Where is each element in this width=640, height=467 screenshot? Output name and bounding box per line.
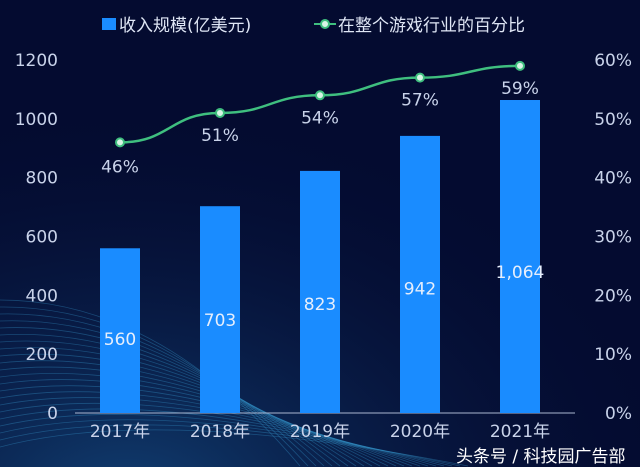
wave-line [0, 373, 389, 467]
wave-line [0, 366, 381, 467]
line-point [515, 60, 525, 71]
bar-data-label: 942 [404, 279, 436, 299]
wave-line [0, 306, 309, 467]
right-axis-tick-label: 0% [605, 404, 632, 424]
bar-data-label: 1,064 [496, 263, 545, 283]
line-data-label: 59% [501, 79, 539, 99]
wave-line [0, 397, 421, 467]
legend-bar-label: 收入规模(亿美元) [119, 16, 251, 36]
bar-data-label: 703 [204, 311, 236, 331]
right-axis-tick-label: 20% [594, 286, 632, 306]
line-point [215, 107, 225, 118]
wave-line [0, 424, 461, 467]
bar [100, 248, 140, 413]
wave-line [0, 353, 365, 467]
wave-line [0, 313, 317, 467]
legend-bar-swatch [102, 18, 116, 30]
left-axis-tick-label: 800 [26, 169, 58, 189]
x-axis-tick-label: 2018年 [190, 422, 250, 442]
right-axis-tick-label: 40% [594, 169, 632, 189]
bar [300, 170, 340, 413]
bar-data-label: 560 [104, 330, 136, 350]
bar [200, 206, 240, 413]
legend: 收入规模(亿美元) 在整个游戏行业的百分比 [102, 16, 525, 36]
decorative-wave-lines [0, 299, 469, 467]
wave-line [0, 385, 405, 467]
line-data-label: 54% [301, 108, 339, 128]
left-axis-tick-label: 1200 [15, 51, 58, 71]
wave-line [0, 340, 349, 467]
x-axis-tick-label: 2020年 [390, 422, 450, 442]
legend-line-label: 在整个游戏行业的百分比 [338, 16, 525, 36]
left-axis-tick-label: 600 [26, 228, 58, 248]
x-axis-tick-label: 2019年 [290, 422, 350, 442]
left-axis-tick-label: 1000 [15, 110, 58, 130]
wave-line [0, 333, 341, 467]
bar [400, 135, 440, 413]
wave-line [0, 360, 373, 467]
bar [500, 100, 540, 414]
x-axis-tick-label: 2017年 [90, 422, 150, 442]
line-point [115, 137, 125, 148]
right-axis-tick-label: 30% [594, 228, 632, 248]
wave-line [0, 299, 301, 467]
line-point [315, 90, 325, 101]
right-axis-tick-label: 50% [594, 110, 632, 130]
left-axis-tick-label: 200 [26, 345, 58, 365]
wave-line [0, 391, 413, 467]
line-data-label: 51% [201, 126, 239, 146]
right-axis-tick-label: 60% [594, 51, 632, 71]
left-axis-tick-label: 400 [26, 286, 58, 306]
wave-line [0, 347, 357, 467]
wave-line [0, 414, 445, 467]
x-axis-tick-label: 2021年 [490, 422, 550, 442]
wave-line [0, 402, 429, 467]
wave-line [0, 320, 325, 467]
watermark: 头条号 / 科技园广告部 [456, 447, 626, 467]
wave-line [0, 408, 437, 467]
line-data-label: 57% [401, 91, 439, 111]
wave-line [0, 429, 469, 467]
line-data-label: 46% [101, 157, 139, 177]
legend-line-marker [320, 19, 330, 29]
line-point [415, 72, 425, 83]
right-axis-tick-label: 10% [594, 345, 632, 365]
wave-line [0, 327, 333, 467]
wave-line [0, 419, 453, 467]
bar-data-label: 823 [304, 295, 336, 315]
wave-line [0, 379, 397, 467]
left-axis-tick-label: 0 [47, 404, 58, 424]
